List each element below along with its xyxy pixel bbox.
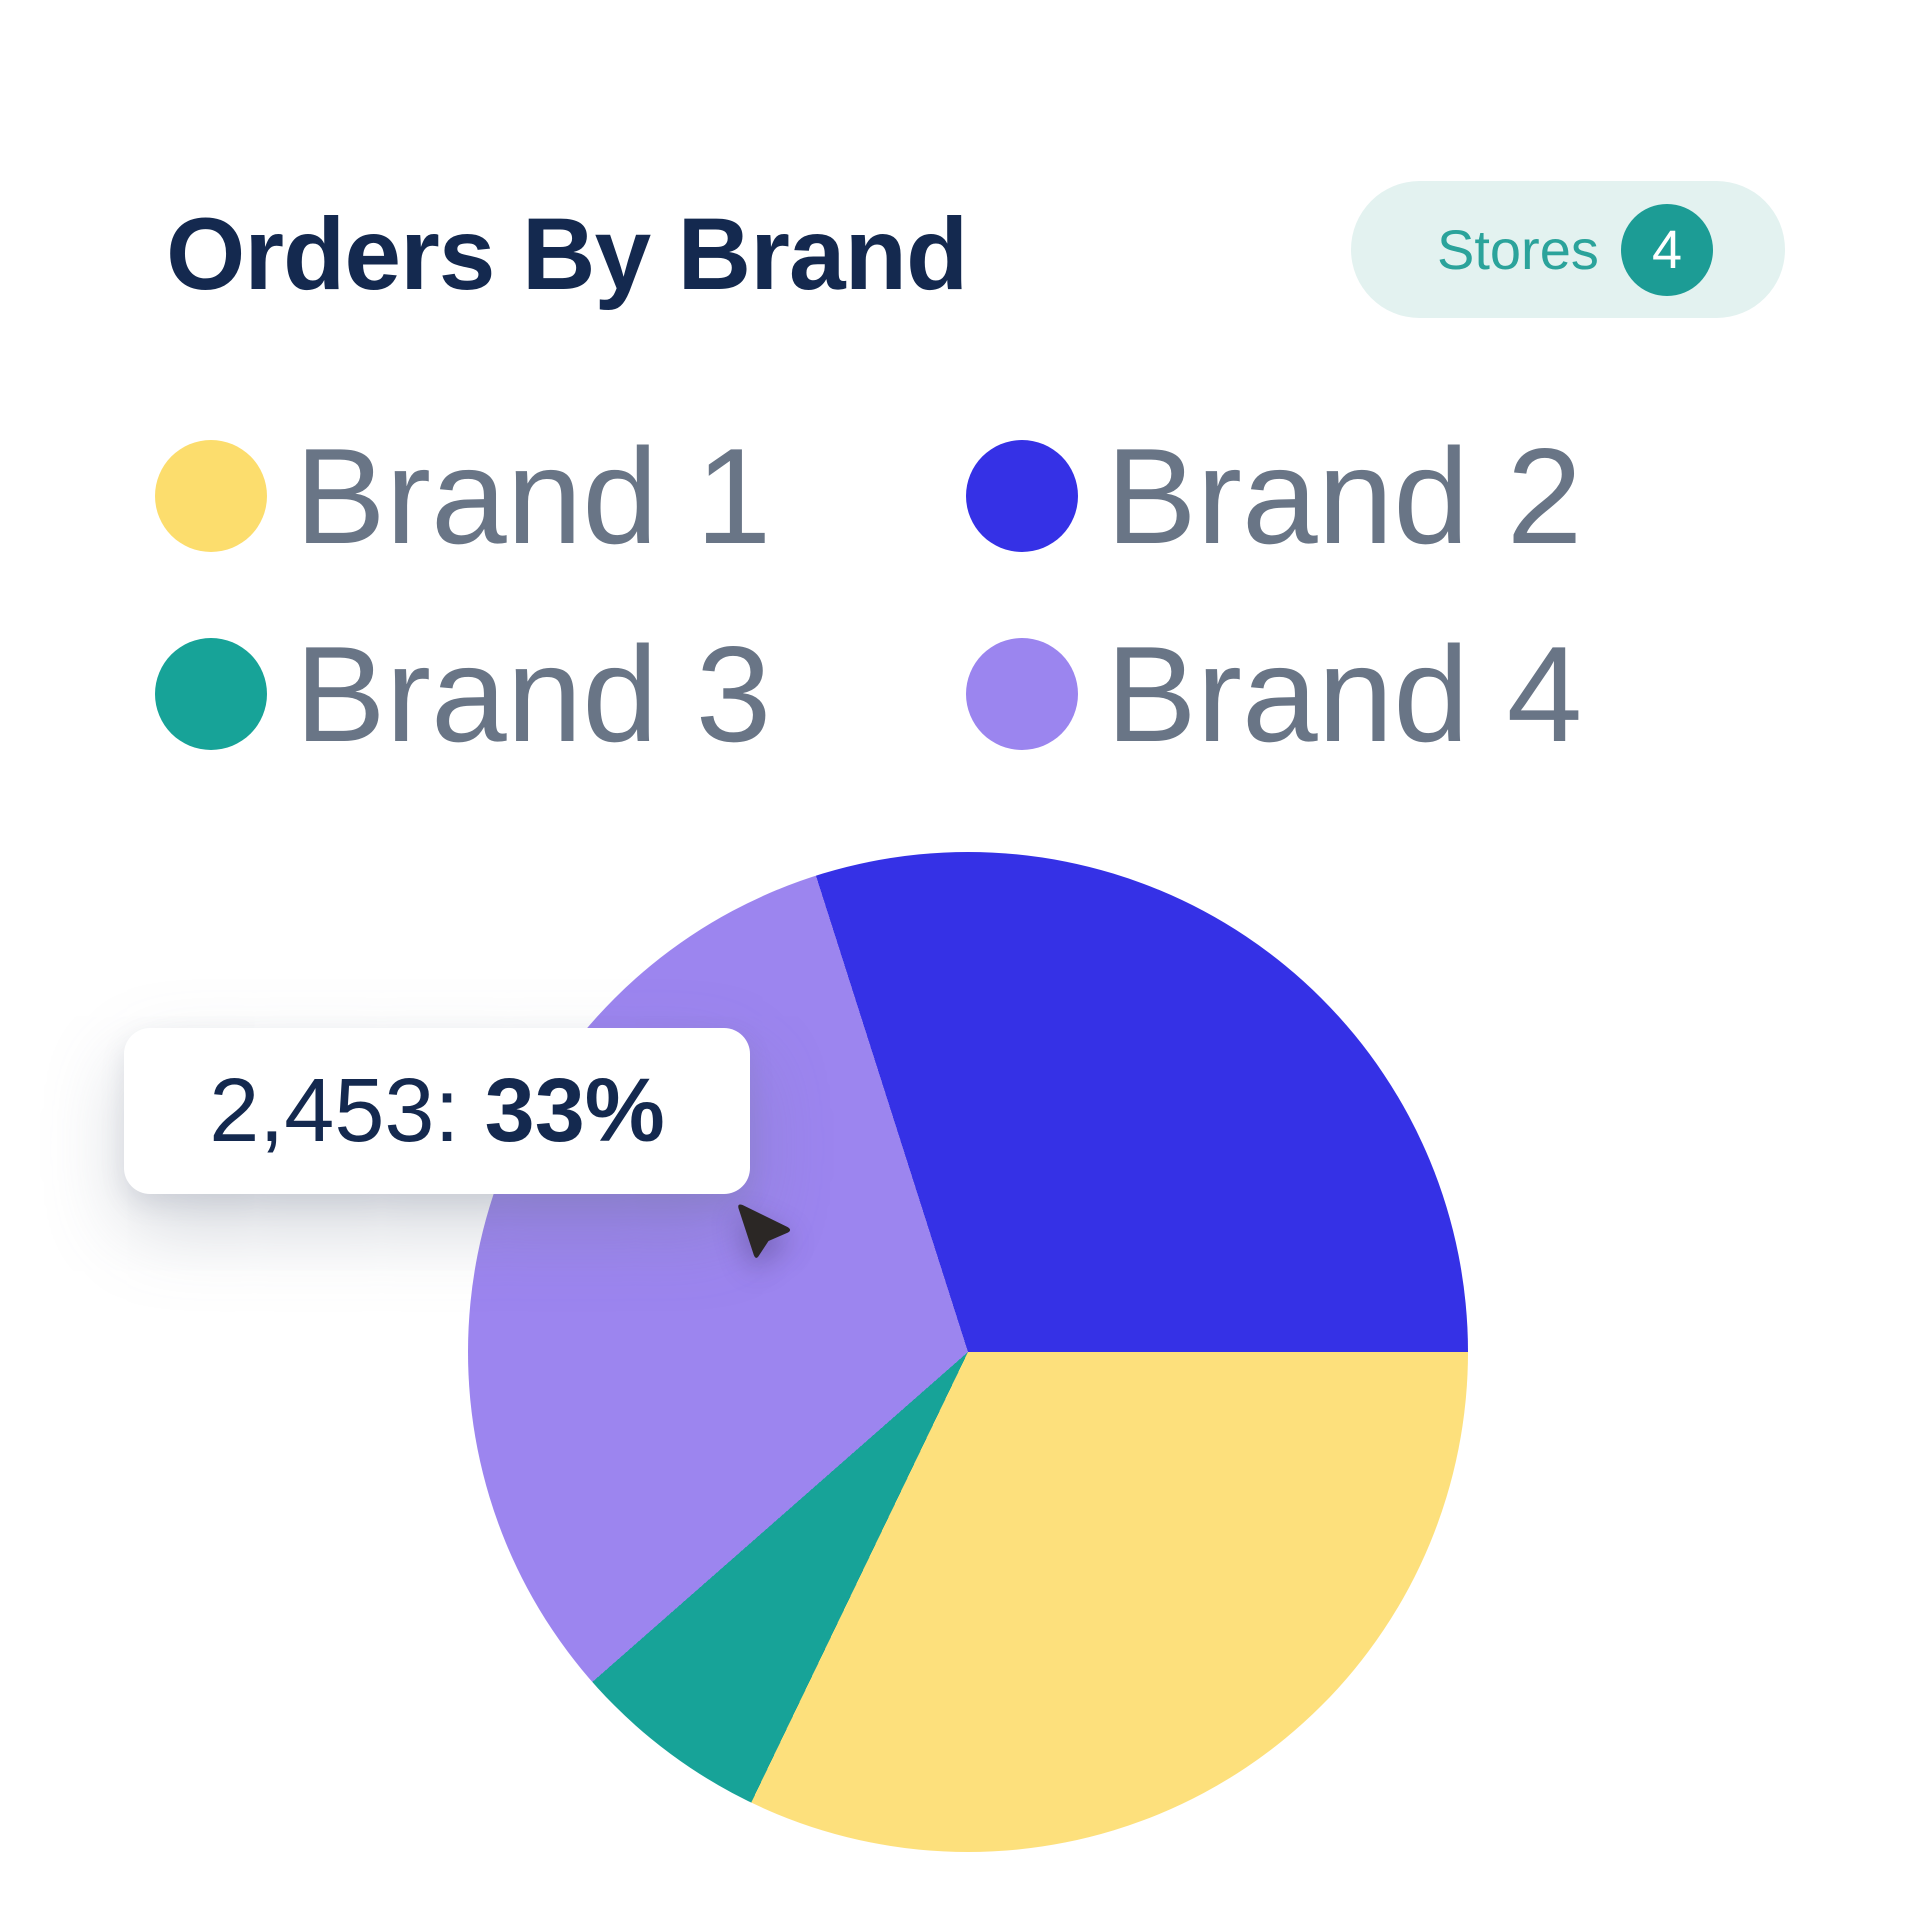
legend-label: Brand 2: [1106, 420, 1583, 572]
legend-item-brand-1[interactable]: Brand 1: [155, 428, 966, 564]
legend-label: Brand 3: [295, 618, 772, 770]
legend-item-brand-4[interactable]: Brand 4: [966, 626, 1582, 762]
slice-tooltip: 2,453: 33%: [124, 1028, 750, 1194]
stores-chip-label: Stores: [1437, 218, 1599, 281]
tooltip-value: 2,453:: [209, 1060, 460, 1161]
pie-chart[interactable]: [468, 852, 1468, 1852]
legend-item-brand-2[interactable]: Brand 2: [966, 428, 1582, 564]
brand-3-color-dot: [155, 638, 267, 750]
tooltip-percent: 33%: [484, 1060, 665, 1161]
legend-label: Brand 1: [295, 420, 772, 572]
page-title: Orders By Brand: [166, 197, 968, 311]
stores-count-badge: 4: [1621, 203, 1713, 296]
brand-1-color-dot: [155, 440, 267, 552]
legend-label: Brand 4: [1106, 618, 1583, 770]
brand-2-color-dot: [966, 440, 1078, 552]
chart-legend: Brand 1 Brand 2 Brand 3 Brand 4: [155, 428, 1582, 762]
legend-item-brand-3[interactable]: Brand 3: [155, 626, 966, 762]
brand-4-color-dot: [966, 638, 1078, 750]
stores-filter-chip[interactable]: Stores 4: [1351, 181, 1785, 318]
